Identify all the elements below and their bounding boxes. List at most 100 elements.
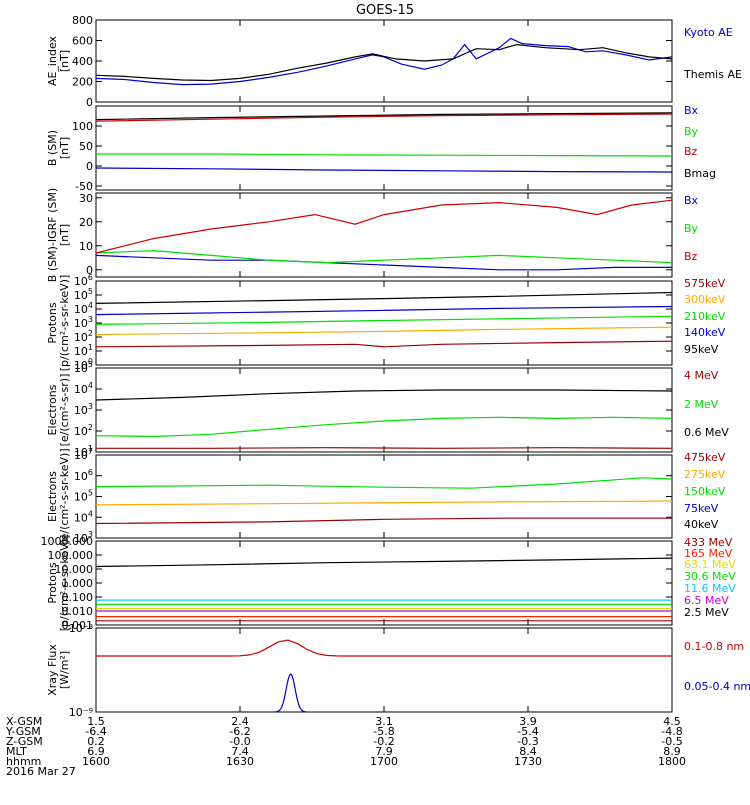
legend-entry: Bx	[684, 104, 699, 117]
legend-entry: Bx	[684, 194, 699, 207]
y-tick-label: 106	[74, 468, 93, 483]
series-line-4-MeV	[96, 447, 673, 449]
x-row-value: -0.5	[661, 735, 682, 748]
legend-entry: 0.6 MeV	[684, 426, 729, 439]
series-line-140keV	[95, 305, 673, 316]
panel-8: 10⁻⁹ 10⁻⁸ Xray Flux [W/m²] 0.1-0.8 nm 0.05-0.…	[46, 622, 750, 719]
series-line-Bz	[95, 199, 673, 254]
legend-entry: 210keV	[684, 310, 726, 323]
legend-entry: 300keV	[684, 293, 726, 306]
series-line-Bx	[95, 254, 672, 271]
y-axis-label: Xray Flux	[46, 644, 59, 696]
y-tick-label: 105	[74, 287, 93, 302]
legend-entry: 475keV	[684, 451, 726, 464]
series-line-Themis-AE	[95, 43, 673, 82]
x-row-label: X-GSM	[6, 715, 42, 728]
legend-entry: 0.1-0.8 nm	[684, 640, 744, 653]
y-axis-label: [p/(cm²-s-sr-keV)]	[58, 275, 71, 372]
legend-entry: 11.6 MeV	[684, 582, 736, 595]
series-line-95keV	[95, 291, 673, 304]
y-axis-label: Electrons	[46, 384, 59, 435]
series-line-2-MeV	[95, 416, 673, 438]
x-row-value: 7.9	[375, 745, 393, 758]
panel-frame	[95, 19, 673, 103]
x-row-value: 1730	[514, 755, 542, 768]
series-line-Kyoto-AE	[95, 37, 673, 86]
y-tick-label: 102	[74, 329, 93, 344]
x-row-label: hhmm	[6, 755, 41, 768]
y-tick-label: 10.000	[55, 563, 94, 576]
legend-entry: 95keV	[684, 343, 719, 356]
y-tick-label: 600	[72, 35, 93, 48]
series-line-475keV	[95, 517, 672, 525]
x-row-value: 6.9	[87, 745, 105, 758]
x-row-value: 1630	[226, 755, 254, 768]
y-tick-label: 50	[79, 140, 93, 153]
x-row-value: 2.4	[231, 715, 249, 728]
x-row-value: -0.2	[373, 735, 394, 748]
x-row-value: -5.4	[517, 725, 538, 738]
y-tick-label: 0	[86, 96, 93, 109]
series-line-Bmag	[95, 112, 673, 121]
x-row-value: 1600	[82, 755, 110, 768]
series-line-575keV	[95, 340, 673, 348]
y-tick-label: 10	[79, 240, 93, 253]
series-line-By	[96, 153, 673, 157]
panel-frame	[95, 454, 673, 539]
series-line-0.6-MeV	[95, 389, 673, 401]
series-line-2.5-MeV	[95, 557, 673, 568]
y-tick-label: 106	[74, 273, 93, 288]
series-line-0.05-0.4-nm	[274, 673, 307, 713]
x-row-value: -6.4	[85, 725, 106, 738]
legend-entry: 165 MeV	[684, 547, 733, 560]
y-tick-label: 103	[74, 402, 93, 417]
y-axis-label: Protons	[46, 302, 59, 343]
y-tick-label: 100.000	[48, 549, 94, 562]
y-axis-label: B (SM)	[46, 130, 59, 166]
x-row-value: -4.8	[661, 725, 682, 738]
y-tick-label: 104	[74, 381, 93, 396]
y-tick-label: 800	[72, 14, 93, 27]
panel-1: 0 200 400 600 800 AE_index [nT] Kyoto AE Themis …	[46, 14, 742, 109]
y-tick-label: 104	[74, 509, 93, 524]
y-axis-label: [p/(cm²-s-sr-keV)]	[58, 535, 71, 632]
legend-entry: 150keV	[684, 485, 726, 498]
y-tick-label: 0	[86, 160, 93, 173]
y-tick-label: 30	[79, 192, 93, 205]
y-tick-label: 104	[74, 301, 93, 316]
y-axis-label: [nT]	[58, 50, 71, 72]
y-tick-label: 0.001	[62, 619, 94, 632]
y-axis-label: B (SM)-IGRF (SM)	[46, 188, 59, 282]
series-line-300keV	[95, 326, 673, 336]
x-row-value: 1700	[370, 755, 398, 768]
y-tick-label: 0.010	[62, 605, 94, 618]
y-axis-label: [W/m²]	[58, 651, 71, 689]
legend-entry: 2 MeV	[684, 398, 719, 411]
series-line-210keV	[95, 315, 673, 325]
y-tick-label: 105	[74, 360, 93, 375]
legend-entry: Bz	[684, 250, 698, 263]
y-tick-label: 10⁻⁸	[69, 622, 94, 635]
y-axis-label: [e/(cm²-s-sr)]	[58, 374, 71, 447]
x-row-label: Z-GSM	[6, 735, 43, 748]
y-axis-label: AE_index	[46, 35, 59, 86]
y-axis-label: [e/(cm²-s-sr-keV)]	[58, 448, 71, 544]
y-tick-label: 1.000	[62, 577, 94, 590]
legend-entry: By	[684, 125, 699, 138]
y-tick-label: -50	[75, 180, 93, 193]
panel-frame	[95, 540, 673, 626]
x-row-value: 1800	[658, 755, 686, 768]
y-tick-label: 400	[72, 55, 93, 68]
panel-frame	[95, 367, 673, 453]
y-tick-label: 105	[74, 489, 93, 504]
legend-entry: Bmag	[684, 167, 716, 180]
legend-entry: 40keV	[684, 518, 719, 531]
panel-2: -50 0 50 100 B (SM) [nT] Bx By Bz Bmag	[46, 104, 716, 193]
y-tick-label: 10⁻⁹	[69, 706, 93, 719]
y-tick-label: 0.100	[62, 591, 94, 604]
y-tick-label: 100	[72, 120, 93, 133]
panel-7: 0.0010.0100.1001.00010.000100.0001000.00…	[41, 535, 737, 632]
y-tick-label: 107	[74, 447, 93, 462]
